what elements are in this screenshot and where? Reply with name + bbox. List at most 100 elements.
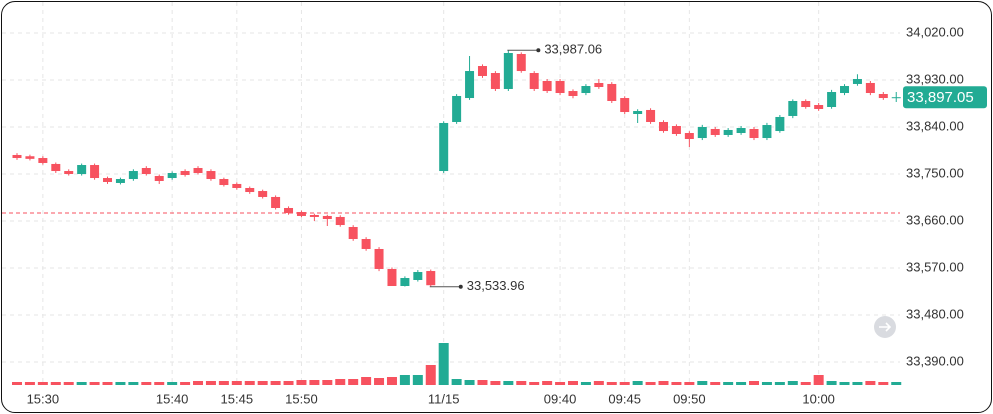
candle-body: [852, 79, 862, 84]
candle-body: [25, 156, 35, 159]
volume-bar: [477, 380, 488, 385]
volume-bar: [606, 382, 617, 385]
candle-body: [219, 179, 229, 186]
candle-body: [77, 165, 87, 174]
candle-body: [594, 82, 604, 88]
candle-body: [555, 80, 565, 94]
candle-body: [490, 73, 500, 89]
volume-bar: [787, 381, 798, 385]
candle-body: [659, 121, 668, 132]
candle-body: [646, 109, 656, 122]
volume-bar: [852, 382, 863, 385]
candle-body: [452, 95, 462, 122]
candle-body: [684, 133, 694, 140]
volume-bar: [800, 382, 811, 385]
volume-bar: [839, 382, 850, 385]
candle-body: [115, 179, 125, 183]
y-tick-label: 33,930.00: [906, 71, 964, 86]
candle-body: [103, 178, 113, 182]
candle-body: [141, 167, 151, 174]
candle-body: [38, 158, 48, 163]
candle-body: [878, 93, 888, 99]
volume-bar: [555, 382, 566, 385]
candle-body: [516, 54, 526, 72]
candle-body: [154, 175, 164, 181]
volume-bar: [542, 381, 553, 385]
candle-body: [64, 171, 74, 174]
candle-body: [284, 207, 294, 214]
candle-body: [749, 128, 759, 139]
y-tick-label: 33,660.00: [906, 212, 964, 227]
candle-body: [439, 122, 449, 172]
candle-body: [775, 116, 785, 132]
volume-bar: [167, 382, 178, 385]
volume-bar: [283, 381, 294, 385]
candle-body: [633, 111, 643, 114]
x-tick-label: 09:50: [673, 391, 706, 406]
candle-body: [309, 214, 319, 217]
candle-body: [607, 83, 617, 101]
volume-bar: [619, 382, 630, 385]
volume-bar: [645, 382, 656, 385]
volume-bar: [710, 382, 721, 385]
volume-bar: [826, 381, 837, 385]
volume-bar: [205, 381, 216, 385]
candle-body: [387, 268, 397, 287]
x-tick-label: 15:30: [27, 391, 60, 406]
candle-body: [529, 73, 539, 89]
candle-body: [840, 86, 850, 94]
candle-body: [232, 183, 242, 188]
candle-body: [827, 92, 837, 108]
volume-bar: [399, 375, 410, 385]
y-tick-label: 33,570.00: [906, 259, 964, 274]
volume-bar: [37, 382, 48, 385]
annotation-dot: [536, 48, 541, 53]
candle-body: [426, 271, 436, 286]
candle-body: [348, 226, 358, 240]
volume-bar: [516, 381, 527, 385]
volume-bar: [438, 343, 449, 385]
candle-body: [296, 212, 306, 216]
candle-body: [736, 127, 746, 134]
volume-bar: [115, 382, 126, 385]
candle-body: [568, 91, 578, 96]
volume-bar: [24, 382, 35, 385]
candle-body: [180, 171, 190, 175]
candle-body: [723, 129, 733, 135]
volume-bar: [723, 382, 734, 385]
volume-bar: [386, 377, 397, 385]
volume-bar: [348, 379, 359, 385]
candle-body: [710, 128, 720, 135]
y-tick-label: 33,480.00: [906, 306, 964, 321]
candle-body: [465, 71, 475, 99]
volume-bar: [761, 382, 772, 385]
volume-bar: [180, 382, 191, 385]
candle-body: [762, 125, 772, 139]
candle-body: [335, 216, 345, 226]
volume-bar: [567, 381, 578, 385]
volume-bar: [141, 382, 152, 385]
candle-body: [671, 126, 681, 134]
candle-body: [620, 98, 630, 113]
volume-bar: [309, 380, 320, 385]
x-tick-label: 15:45: [221, 391, 254, 406]
x-tick-label: 15:40: [156, 391, 189, 406]
volume-bar: [529, 382, 540, 385]
candle-body: [361, 239, 371, 249]
volume-bar: [361, 377, 372, 385]
x-tick-label: 15:50: [285, 391, 318, 406]
candle-body: [128, 171, 138, 180]
candle-body: [374, 248, 384, 269]
volume-bar: [412, 375, 423, 385]
volume-bar: [322, 380, 333, 385]
candle-body: [51, 163, 61, 172]
x-tick-label: 11/15: [428, 391, 460, 406]
candle-body: [322, 215, 332, 220]
volume-bar: [671, 382, 682, 385]
candle-body: [891, 97, 901, 99]
scroll-button[interactable]: [874, 316, 896, 338]
volume-bar: [89, 382, 100, 385]
candle-body: [206, 171, 216, 180]
